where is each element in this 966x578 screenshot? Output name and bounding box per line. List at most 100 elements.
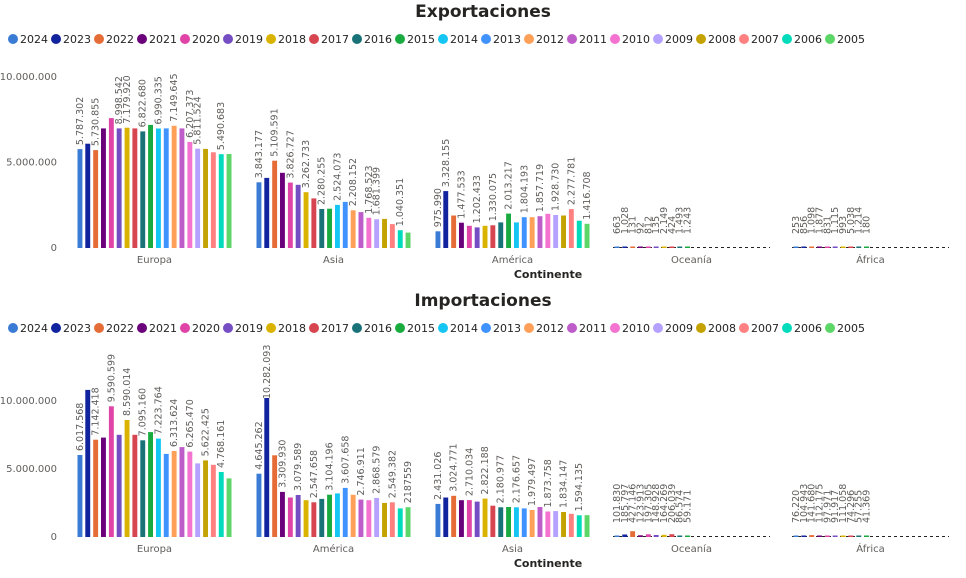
bar[interactable]: [327, 208, 332, 248]
bar[interactable]: [156, 128, 161, 249]
bar[interactable]: [677, 535, 683, 538]
bar[interactable]: [319, 209, 325, 248]
bar[interactable]: [287, 497, 293, 538]
bar[interactable]: [638, 535, 643, 537]
legend-item-2005[interactable]: 2005: [825, 322, 865, 335]
bar[interactable]: [132, 434, 138, 537]
bar[interactable]: [817, 246, 822, 249]
legend-item-2016[interactable]: 2016: [352, 33, 392, 46]
bar[interactable]: [124, 127, 130, 248]
bar[interactable]: [397, 230, 403, 248]
bar[interactable]: [793, 535, 799, 538]
bar[interactable]: [848, 246, 854, 249]
bar[interactable]: [287, 182, 293, 248]
legend-item-2024[interactable]: 2024: [8, 33, 48, 46]
bar[interactable]: [163, 128, 169, 248]
legend-item-2024[interactable]: 2024: [8, 322, 48, 335]
bar[interactable]: [140, 440, 146, 537]
legend-item-2015[interactable]: 2015: [395, 322, 435, 335]
bar[interactable]: [537, 507, 543, 537]
bar[interactable]: [622, 246, 628, 249]
legend-item-2012[interactable]: 2012: [524, 322, 564, 335]
bar[interactable]: [319, 498, 325, 537]
bar[interactable]: [85, 143, 91, 248]
bar[interactable]: [490, 505, 496, 537]
bar[interactable]: [295, 495, 301, 537]
bar[interactable]: [614, 246, 620, 249]
bar[interactable]: [358, 499, 364, 537]
bar[interactable]: [498, 222, 504, 248]
bar[interactable]: [553, 511, 559, 537]
bar[interactable]: [195, 463, 201, 537]
bar[interactable]: [77, 149, 83, 248]
bar[interactable]: [335, 204, 340, 248]
bar[interactable]: [638, 246, 643, 249]
legend-item-2008[interactable]: 2008: [696, 322, 736, 335]
bar[interactable]: [218, 154, 224, 248]
bar[interactable]: [116, 434, 122, 537]
bar[interactable]: [203, 460, 208, 537]
bar[interactable]: [856, 535, 862, 538]
legend-item-2007[interactable]: 2007: [739, 33, 779, 46]
bar[interactable]: [474, 501, 480, 537]
bar[interactable]: [459, 222, 464, 248]
legend-item-2008[interactable]: 2008: [696, 33, 736, 46]
bar[interactable]: [514, 222, 519, 248]
bar[interactable]: [545, 213, 551, 248]
bar[interactable]: [163, 453, 169, 537]
bar[interactable]: [140, 131, 146, 248]
bar[interactable]: [374, 219, 380, 248]
legend-item-2006[interactable]: 2006: [782, 322, 822, 335]
bar[interactable]: [132, 128, 138, 248]
bar[interactable]: [264, 398, 270, 537]
bar[interactable]: [824, 246, 830, 249]
bar[interactable]: [374, 497, 380, 537]
bar[interactable]: [466, 500, 472, 537]
bar[interactable]: [506, 507, 511, 537]
legend-item-2011[interactable]: 2011: [567, 33, 607, 46]
bar[interactable]: [685, 246, 690, 249]
legend-item-2011[interactable]: 2011: [567, 322, 607, 335]
bar[interactable]: [576, 220, 582, 248]
legend-item-2012[interactable]: 2012: [524, 33, 564, 46]
bar[interactable]: [521, 217, 527, 248]
bar[interactable]: [529, 217, 535, 248]
legend-item-2021[interactable]: 2021: [137, 33, 177, 46]
bar[interactable]: [661, 534, 667, 537]
bar[interactable]: [459, 500, 464, 537]
bar[interactable]: [514, 507, 519, 537]
bar[interactable]: [397, 508, 403, 537]
bar[interactable]: [327, 494, 332, 537]
legend-item-2019[interactable]: 2019: [223, 33, 263, 46]
bar[interactable]: [85, 389, 91, 537]
bar[interactable]: [93, 439, 99, 537]
bar[interactable]: [561, 512, 566, 537]
bar[interactable]: [195, 148, 201, 248]
bar[interactable]: [506, 213, 511, 248]
bar[interactable]: [124, 420, 130, 537]
legend-item-2017[interactable]: 2017: [309, 322, 349, 335]
bar[interactable]: [148, 432, 153, 537]
bar[interactable]: [218, 472, 224, 537]
legend-item-2007[interactable]: 2007: [739, 322, 779, 335]
bar[interactable]: [801, 246, 807, 249]
bar[interactable]: [179, 128, 185, 248]
bar[interactable]: [474, 227, 480, 248]
bar[interactable]: [350, 494, 356, 537]
bar[interactable]: [482, 225, 488, 248]
bar[interactable]: [466, 225, 472, 248]
legend-item-2020[interactable]: 2020: [180, 322, 220, 335]
bar[interactable]: [203, 148, 208, 248]
legend-item-2014[interactable]: 2014: [438, 322, 478, 335]
bar[interactable]: [840, 535, 846, 538]
bar[interactable]: [545, 511, 551, 538]
bar[interactable]: [226, 478, 232, 537]
bar[interactable]: [568, 209, 574, 248]
bar[interactable]: [840, 246, 846, 249]
legend-item-2017[interactable]: 2017: [309, 33, 349, 46]
bar[interactable]: [443, 497, 449, 538]
bar[interactable]: [653, 535, 659, 537]
bar[interactable]: [451, 495, 457, 537]
bar[interactable]: [529, 510, 535, 537]
bar[interactable]: [311, 198, 317, 248]
